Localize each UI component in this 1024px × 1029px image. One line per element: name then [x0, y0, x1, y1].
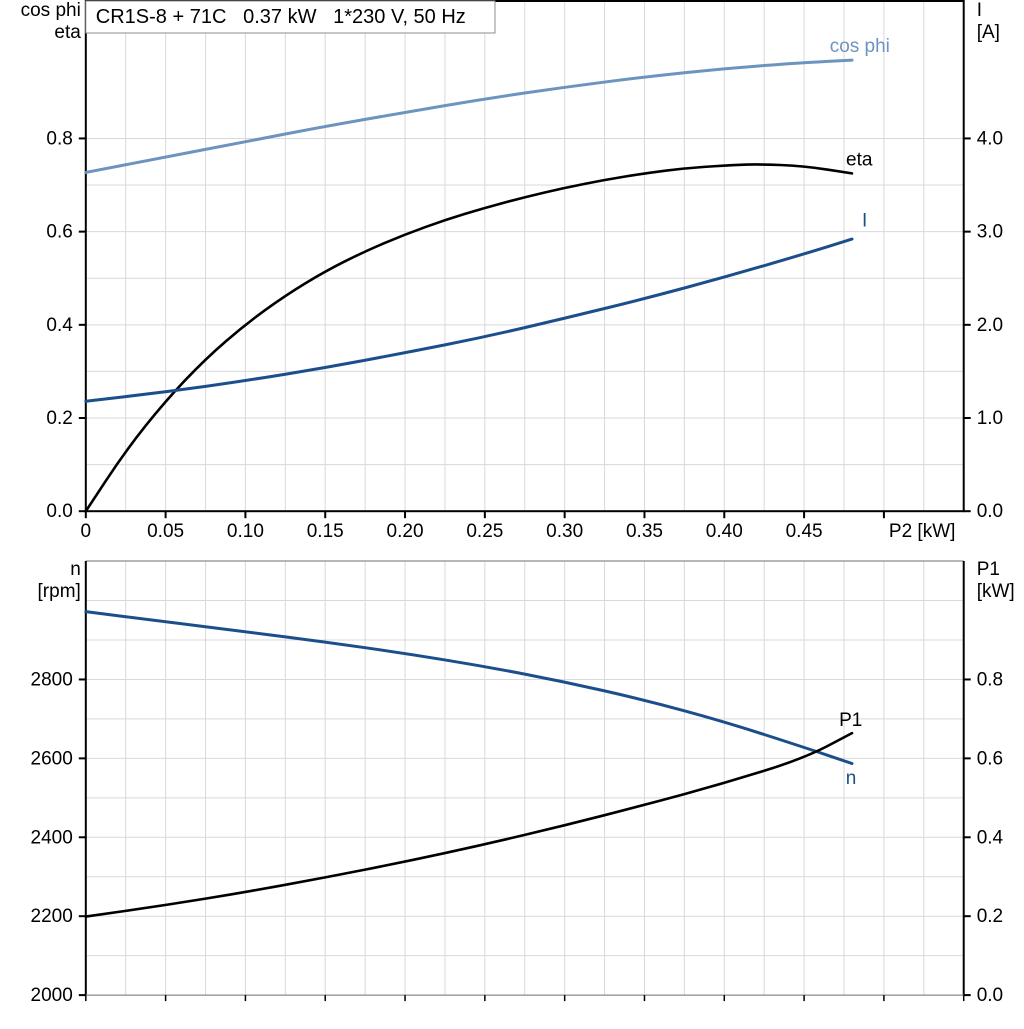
svg-text:0.8: 0.8: [977, 669, 1003, 690]
svg-text:I: I: [862, 211, 867, 232]
svg-text:I: I: [977, 0, 982, 21]
svg-text:2.0: 2.0: [977, 315, 1003, 336]
svg-text:P1: P1: [839, 710, 862, 731]
svg-text:0.05: 0.05: [147, 521, 184, 542]
svg-text:eta: eta: [846, 150, 873, 171]
svg-text:cos phi: cos phi: [830, 36, 890, 57]
svg-text:n: n: [70, 559, 81, 580]
svg-text:3.0: 3.0: [977, 222, 1003, 243]
svg-text:0.2: 0.2: [46, 408, 72, 429]
svg-text:0.15: 0.15: [307, 521, 344, 542]
svg-text:2400: 2400: [31, 827, 73, 848]
svg-text:P1: P1: [977, 559, 1000, 580]
svg-text:0.0: 0.0: [977, 985, 1003, 1006]
svg-text:2000: 2000: [31, 985, 73, 1006]
svg-text:2800: 2800: [31, 669, 73, 690]
svg-text:0.0: 0.0: [977, 501, 1003, 522]
svg-text:0.2: 0.2: [977, 906, 1003, 927]
svg-text:cos phi: cos phi: [21, 0, 81, 21]
svg-text:[kW]: [kW]: [977, 581, 1015, 602]
svg-text:0.10: 0.10: [227, 521, 264, 542]
svg-text:eta: eta: [54, 22, 81, 43]
svg-text:0.30: 0.30: [546, 521, 583, 542]
svg-text:4.0: 4.0: [977, 128, 1003, 149]
svg-text:1.0: 1.0: [977, 408, 1003, 429]
svg-text:0.20: 0.20: [387, 521, 424, 542]
svg-text:0.6: 0.6: [46, 222, 72, 243]
svg-text:0.4: 0.4: [46, 315, 73, 336]
svg-text:P2 [kW]: P2 [kW]: [889, 521, 956, 542]
svg-text:0.25: 0.25: [466, 521, 503, 542]
svg-text:0.45: 0.45: [786, 521, 823, 542]
svg-text:2200: 2200: [31, 906, 73, 927]
svg-text:0: 0: [81, 521, 92, 542]
svg-text:n: n: [846, 768, 857, 789]
svg-text:0.6: 0.6: [977, 748, 1003, 769]
svg-text:0.0: 0.0: [46, 501, 72, 522]
svg-text:0.40: 0.40: [706, 521, 743, 542]
svg-text:0.8: 0.8: [46, 128, 72, 149]
svg-text:[rpm]: [rpm]: [38, 581, 81, 602]
svg-text:0.4: 0.4: [977, 827, 1004, 848]
svg-text:2600: 2600: [31, 748, 73, 769]
svg-text:[A]: [A]: [977, 22, 1000, 43]
svg-text:0.35: 0.35: [626, 521, 663, 542]
svg-text:CR1S-8 + 71C 0.37 kW 1*230: CR1S-8 + 71C 0.37 kW 1*230 V, 50 Hz: [96, 6, 466, 28]
